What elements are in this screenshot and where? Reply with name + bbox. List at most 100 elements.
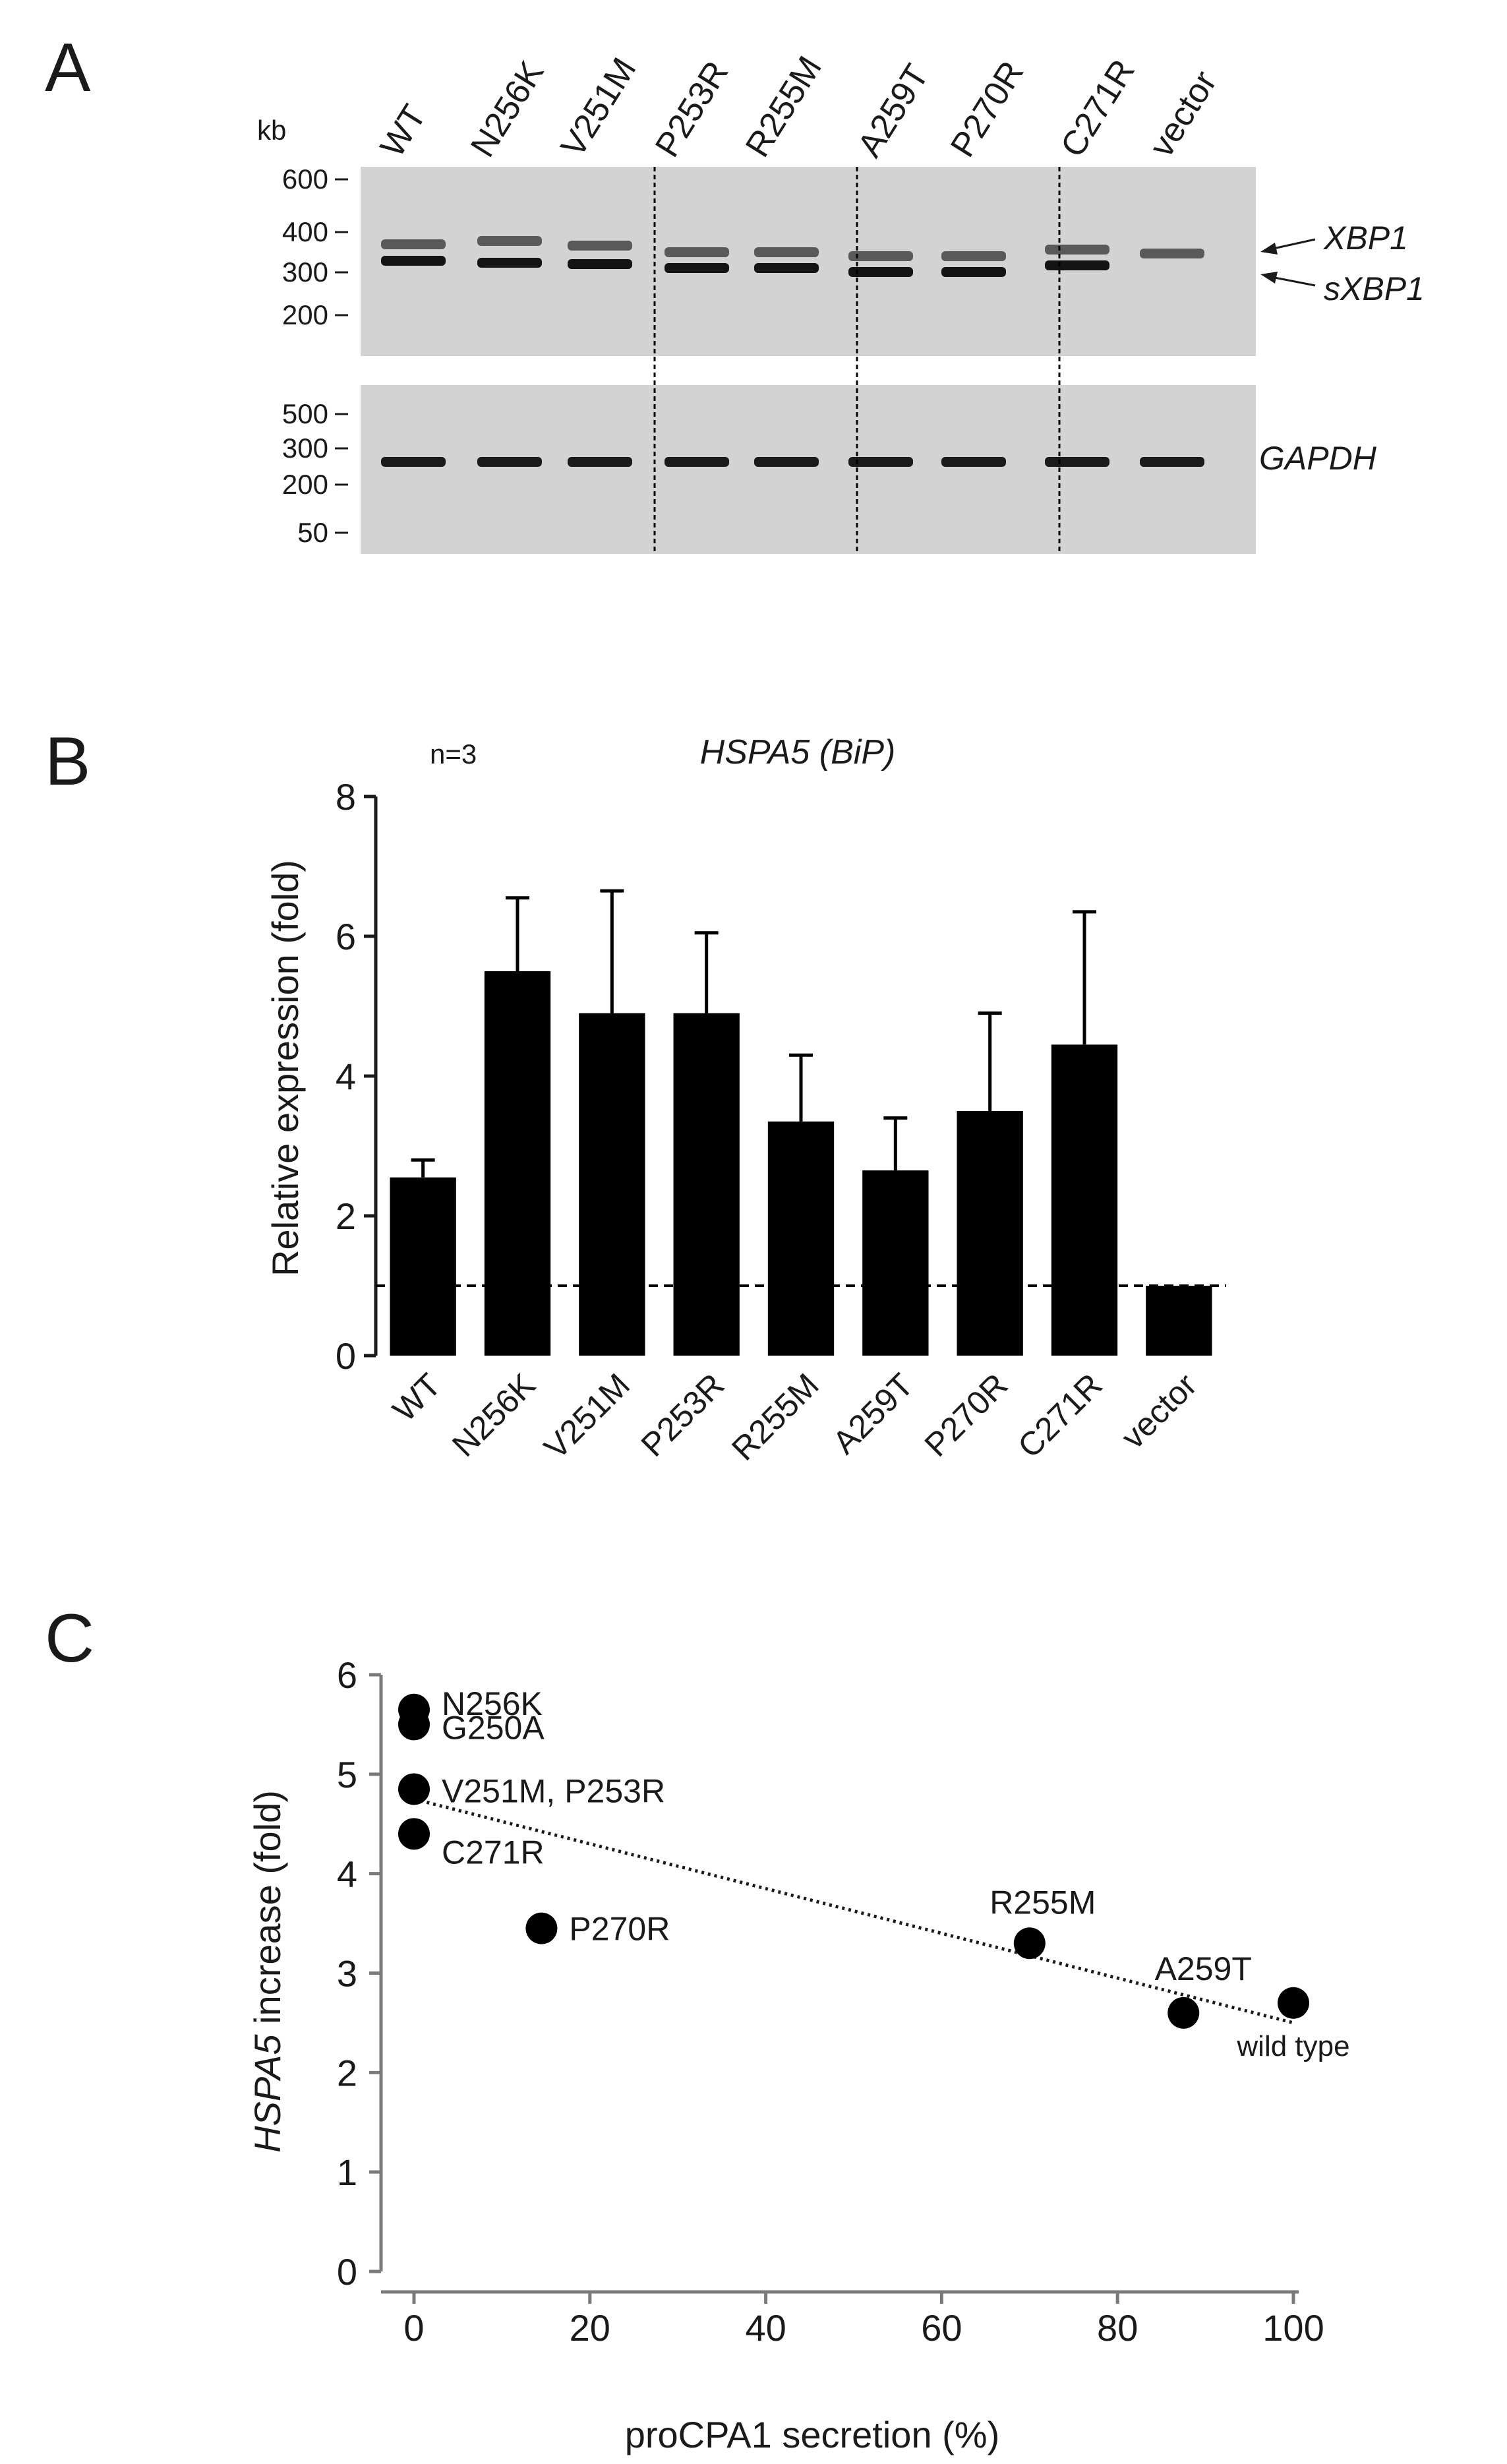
x-category-label: P253R — [634, 1366, 732, 1464]
y-tick-label: 2 — [336, 1195, 356, 1237]
scatter-point — [1167, 1997, 1200, 2029]
xbp1-band — [754, 247, 819, 257]
x-category-label: R255M — [724, 1366, 826, 1468]
scatter-point — [525, 1912, 558, 1944]
chart-c-xlabel: proCPA1 secretion (%) — [625, 2414, 1000, 2455]
x-tick-label: 0 — [403, 2307, 424, 2349]
y-tick-label: 2 — [337, 2052, 357, 2093]
point-label: P270R — [569, 1911, 670, 1948]
gapdh-band — [1045, 457, 1109, 467]
xbp1-band — [477, 236, 542, 246]
chart-b-ylabel: Relative expression (fold) — [264, 860, 306, 1277]
gel-lower — [361, 385, 1256, 554]
bar — [957, 1111, 1023, 1356]
ladder-label: 300 — [282, 433, 328, 464]
scatter-point — [1013, 1927, 1046, 1960]
x-tick-label: 60 — [921, 2307, 962, 2349]
point-label: wild type — [1236, 2030, 1349, 2062]
sxbp1-band — [848, 267, 913, 277]
point-label: V251M, P253R — [442, 1772, 665, 1809]
lane-label: R255M — [738, 49, 829, 164]
point-label: N256K — [442, 1685, 543, 1722]
y-tick-label: 6 — [337, 1654, 357, 1696]
lane-label: C271R — [1053, 53, 1142, 164]
sxbp1-band — [754, 263, 819, 273]
chart-b-title: HSPA5 (BiP) — [700, 733, 896, 771]
y-tick-label: 4 — [336, 1056, 356, 1097]
x-tick-label: 80 — [1097, 2307, 1138, 2349]
gapdh-band — [848, 457, 913, 467]
bar — [767, 1121, 835, 1356]
y-tick-label: 4 — [337, 1853, 357, 1895]
ladder-label: 500 — [282, 398, 328, 429]
bar — [579, 1013, 645, 1356]
ladder-label: 400 — [282, 216, 328, 247]
chart-c-ylabel-rest: increase (fold) — [247, 1790, 288, 2034]
panel-a: A kb WT N256K V251M P253R R255M A259T P270R C27… — [45, 30, 1425, 554]
lane-label: A259T — [850, 58, 936, 164]
point-label: R255M — [990, 1884, 1096, 1921]
lane-label: vector — [1142, 65, 1224, 164]
n-label: n=3 — [430, 738, 477, 769]
panel-b-letter: B — [45, 723, 90, 800]
x-category-label: A259T — [825, 1366, 920, 1461]
panel-c: C HSPA5 increase (fold) proCPA1 secretio… — [45, 1600, 1350, 2455]
x-category-label: P270R — [918, 1366, 1015, 1464]
x-tick-label: 40 — [745, 2307, 786, 2349]
xbp1-band — [665, 247, 729, 257]
sxbp1-band — [568, 259, 632, 269]
xbp1-band — [1045, 245, 1109, 255]
ladder-label: 300 — [282, 256, 328, 287]
xbp1-band — [381, 239, 446, 249]
xbp1-label: XBP1 — [1323, 220, 1408, 256]
x-category-label: WT — [386, 1366, 448, 1429]
sxbp1-band — [665, 263, 729, 273]
point-label: A259T — [1155, 1950, 1252, 1987]
gapdh-label: GAPDH — [1259, 440, 1377, 477]
y-tick-label: 8 — [336, 776, 356, 818]
x-category-label: C271R — [1011, 1366, 1109, 1465]
point-label: C271R — [442, 1834, 545, 1871]
xbp1-band — [1140, 249, 1204, 258]
bar — [484, 971, 551, 1356]
ladder-labels: 600 400 300 200 500 300 200 50 — [282, 164, 348, 548]
sxbp1-band — [381, 256, 446, 266]
gapdh-band — [754, 457, 819, 467]
y-tick-label: 5 — [337, 1754, 357, 1795]
bar — [673, 1013, 740, 1356]
lane-label: V251M — [554, 51, 643, 164]
lane-label: WT — [373, 98, 434, 164]
x-category-label: vector — [1114, 1366, 1204, 1456]
x-tick-label: 100 — [1262, 2307, 1324, 2349]
ladder-label: 50 — [297, 517, 328, 548]
y-tick-label: 3 — [337, 1953, 357, 1995]
gapdh-band — [568, 457, 632, 467]
xbp1-arrow-head — [1260, 243, 1278, 255]
chart-c-ylabel: HSPA5 increase (fold) — [247, 1790, 288, 2153]
xbp1-band — [941, 251, 1006, 261]
xbp1-band — [848, 251, 913, 261]
bar — [1146, 1286, 1212, 1356]
x-tick-label: 20 — [570, 2307, 610, 2349]
ladder-label: 200 — [282, 299, 328, 330]
sxbp1-band — [941, 267, 1006, 277]
y-tick-label: 0 — [336, 1335, 356, 1377]
y-tick-label: 1 — [337, 2151, 357, 2193]
scatter-point — [398, 1818, 430, 1850]
sxbp1-band — [477, 258, 542, 268]
gapdh-band — [477, 457, 542, 467]
y-tick-label: 6 — [336, 916, 356, 957]
gapdh-band — [665, 457, 729, 467]
sxbp1-arrow-head — [1260, 272, 1278, 284]
scatter-point — [398, 1773, 430, 1805]
x-category-label: V251M — [537, 1366, 637, 1466]
point-label: G250A — [442, 1709, 545, 1746]
lane-label: P270R — [943, 55, 1031, 164]
gapdh-band — [941, 457, 1006, 467]
chart-c-ylabel-italic: HSPA5 — [247, 2034, 288, 2153]
bar — [390, 1177, 456, 1356]
gapdh-band — [1140, 457, 1204, 467]
scatter-point — [398, 1708, 430, 1741]
